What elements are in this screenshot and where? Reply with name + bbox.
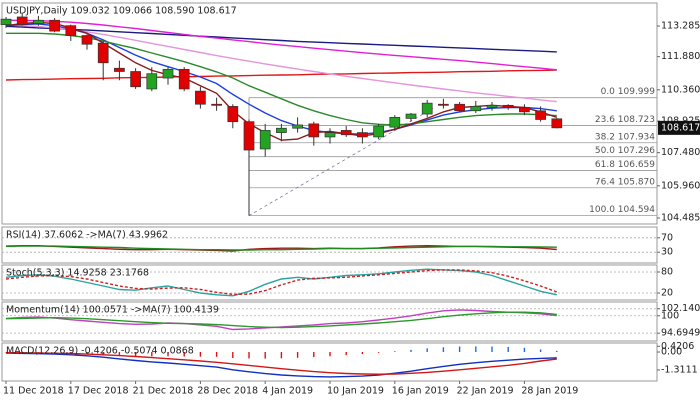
candle-body xyxy=(486,104,498,108)
panel-frame xyxy=(1,2,658,225)
x-tick-label: 28 Dec 2018 xyxy=(197,386,258,397)
candle-body xyxy=(33,19,44,24)
y-tick-label: 104.485 xyxy=(661,213,700,224)
panel-title: USDJPY,Daily 109.032 109.066 108.590 108… xyxy=(6,6,237,17)
fib-label: 100.0 104.594 xyxy=(589,205,655,215)
x-tick-label: 11 Dec 2018 xyxy=(3,386,64,397)
panel-frame xyxy=(1,301,658,342)
indicator-line xyxy=(5,245,557,251)
candle-body xyxy=(454,103,465,112)
y-tick-label: 0.00 xyxy=(661,347,682,358)
y-tick-label: 113.285 xyxy=(661,21,700,32)
candle-body xyxy=(65,25,77,36)
candle-body xyxy=(16,16,28,25)
candle-body xyxy=(421,102,433,115)
candle-body xyxy=(405,113,417,119)
candle-body xyxy=(97,42,109,64)
panel-frame xyxy=(1,264,658,301)
y-tick-label: 20 xyxy=(661,288,673,299)
x-tick-label: 28 Jan 2019 xyxy=(521,386,578,397)
candle-body xyxy=(373,125,384,138)
candle-body xyxy=(535,110,546,120)
indicator-line xyxy=(5,311,557,329)
indicator-line xyxy=(5,269,558,296)
candle-body xyxy=(114,67,125,72)
candle-body xyxy=(259,130,271,150)
candle-body xyxy=(130,71,141,88)
candle-body xyxy=(49,19,60,32)
y-tick-label: 111.880 xyxy=(661,51,700,62)
y-tick-label: 110.360 xyxy=(661,84,700,95)
indicator-line xyxy=(5,23,557,135)
candle-body xyxy=(308,123,320,138)
y-tick-label: 105.960 xyxy=(661,180,700,191)
candle-body xyxy=(519,107,530,113)
panel-title: Momentum(14) 100.0571 ->MA(7) 100.4139 xyxy=(6,305,219,316)
x-tick-label: 10 Jan 2019 xyxy=(327,386,384,397)
indicator-line xyxy=(5,24,557,103)
y-tick-label: 102.1406 xyxy=(661,303,700,314)
indicator-line xyxy=(5,19,557,71)
fib-label: 50.0 107.296 xyxy=(595,146,655,156)
panel-frame xyxy=(1,226,658,264)
candle-body xyxy=(340,130,352,136)
candle-body xyxy=(146,73,158,90)
y-tick-label: 80 xyxy=(661,267,673,278)
candle-body xyxy=(438,103,449,106)
candle-body xyxy=(243,121,255,151)
y-tick-label: 100 xyxy=(661,310,679,321)
candle-body xyxy=(324,132,336,138)
y-tick-label: -1.3111 xyxy=(661,364,698,375)
y-tick-label: 0.4206 xyxy=(661,341,694,352)
indicator-line xyxy=(5,268,557,297)
panel-title: RSI(14) 37.6062 ->MA(7) 43.9962 xyxy=(6,230,168,241)
candle-body xyxy=(227,106,239,123)
fib-label: 76.4 105.870 xyxy=(595,177,655,187)
candle-body xyxy=(81,35,93,45)
y-tick-label: 107.480 xyxy=(661,147,700,158)
candle-body xyxy=(357,132,368,138)
fib-label: 61.8 106.659 xyxy=(595,160,655,170)
indicator-line xyxy=(5,25,557,53)
candle-body xyxy=(502,104,514,108)
indicator-line xyxy=(5,352,557,378)
x-tick-label: 21 Dec 2018 xyxy=(133,386,194,397)
fib-label: 0.0 109.999 xyxy=(601,87,656,97)
fib-label: 38.2 107.934 xyxy=(595,132,655,142)
y-tick-label: 30 xyxy=(661,247,673,258)
candle-body xyxy=(162,68,174,79)
indicator-line xyxy=(5,351,557,375)
price-box-label: 108.617 xyxy=(661,122,700,133)
candle-body xyxy=(470,106,482,112)
candle-body xyxy=(195,90,206,105)
candle-body xyxy=(178,68,190,90)
candle-body xyxy=(276,127,287,133)
panel-title: MACD(12,26,9) -0.4206 -0.5074 0.0868 xyxy=(6,346,194,357)
x-tick-label: 4 Jan 2019 xyxy=(262,386,313,397)
x-tick-label: 17 Dec 2018 xyxy=(68,386,129,397)
candle-body xyxy=(389,116,401,128)
candle-body xyxy=(211,103,222,106)
candle-body xyxy=(292,124,303,129)
x-tick-label: 22 Jan 2019 xyxy=(457,386,514,397)
y-tick-label: 94.6949 xyxy=(661,328,700,339)
y-tick-label: 70 xyxy=(661,232,673,243)
panel-title: Stoch(5,3,3) 14.9258 23.1768 xyxy=(6,268,149,279)
candle-body xyxy=(0,18,12,25)
x-tick-label: 16 Jan 2019 xyxy=(392,386,449,397)
indicator-line xyxy=(5,69,557,81)
price-box xyxy=(658,120,700,135)
candle-body xyxy=(551,118,563,129)
fib-label: 23.6 108.723 xyxy=(595,115,655,125)
